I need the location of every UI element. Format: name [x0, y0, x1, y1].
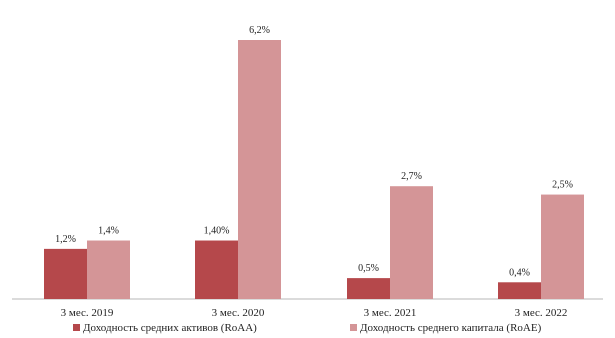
data-label-series1-4: 0,4%: [509, 267, 530, 278]
bar-series2-3: [390, 186, 433, 299]
x-tick-label-1: 3 мес. 2019: [61, 307, 114, 319]
x-tick-label-2: 3 мес. 2020: [212, 307, 265, 319]
legend-swatch-1: [73, 324, 80, 331]
legend-label-2: Доходность среднего капитала (RoAE): [360, 322, 542, 334]
data-label-series1-3: 0,5%: [358, 263, 379, 274]
legend-swatch-2: [350, 324, 357, 331]
bar-series1-1: [44, 248, 87, 299]
data-label-series2-1: 1,4%: [98, 226, 119, 237]
bar-series2-4: [541, 194, 584, 299]
bar-series1-4: [498, 282, 541, 299]
x-tick-labels: 3 мес. 2019 3 мес. 2020 3 мес. 2021 3 мес. …: [61, 307, 568, 319]
data-label-series2-3: 2,7%: [401, 171, 422, 182]
bars-layer: [44, 40, 584, 299]
data-label-series1-1: 1,2%: [55, 234, 76, 245]
value-labels-layer: 1,2% 1,4% 1,40% 6,2% 0,5% 2,7% 0,4% 2,5%: [55, 25, 573, 278]
legend: Доходность средних активов (RoAA) Доходно…: [73, 322, 542, 334]
x-tick-label-4: 3 мес. 2022: [515, 307, 568, 319]
data-label-series2-2: 6,2%: [249, 25, 270, 36]
bar-series2-1: [87, 240, 130, 299]
x-tick-label-3: 3 мес. 2021: [364, 307, 417, 319]
bar-series1-3: [347, 278, 390, 299]
legend-label-1: Доходность средних активов (RoAA): [83, 322, 257, 334]
data-label-series2-4: 2,5%: [552, 180, 573, 191]
bar-series1-2: [195, 240, 238, 299]
data-label-series1-2: 1,40%: [204, 226, 230, 237]
bar-series2-2: [238, 40, 281, 299]
